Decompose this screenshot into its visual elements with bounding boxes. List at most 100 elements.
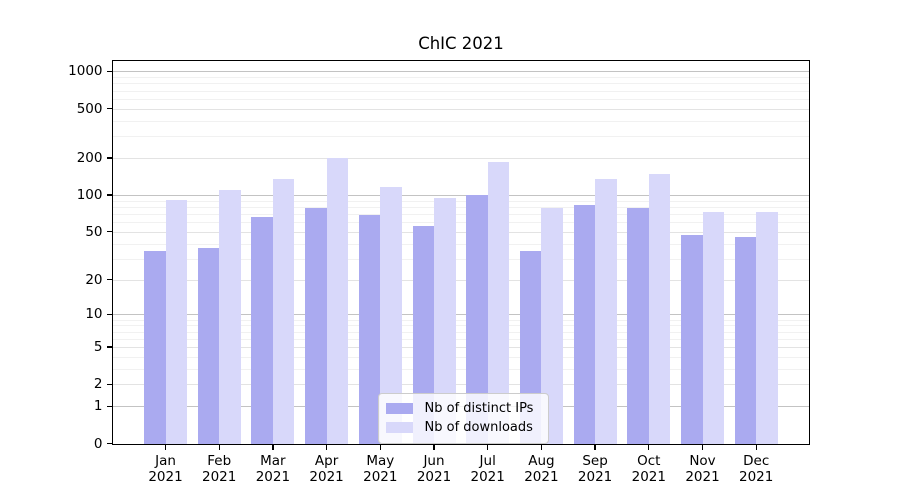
x-tick-label-line: 2021 (577, 469, 613, 485)
x-tick-label-nov: Nov 2021 (673, 453, 733, 486)
gridline-minor (112, 319, 809, 321)
bar-downloads-jun (434, 197, 456, 444)
y-tick-mark (106, 346, 112, 348)
y-tick-label: 100 (76, 186, 103, 203)
y-tick-label: 1000 (68, 63, 103, 80)
gridline-major-200 (112, 157, 809, 159)
gridline-major-2 (112, 384, 809, 386)
x-tick-label-line: 2021 (685, 469, 720, 485)
gridline-minor (112, 213, 809, 215)
bar-downloads-dec (756, 212, 778, 444)
gridline-minor (112, 368, 809, 370)
legend-swatch-icon (385, 421, 413, 433)
y-tick-mark (106, 313, 112, 316)
bar-distinct-ips-sep (573, 204, 596, 444)
bar-distinct-ips-feb (197, 247, 220, 444)
bar-downloads-sep (595, 178, 617, 444)
y-tick-mark (106, 157, 112, 159)
y-tick-mark (106, 108, 112, 110)
x-tick-label-line: 2021 (739, 469, 774, 485)
gridline-major-5 (112, 347, 809, 348)
x-tick-mark (648, 445, 650, 450)
x-tick-label-line: 2021 (363, 469, 398, 485)
legend-row: Nb of downloads (385, 418, 540, 437)
legend-row: Nb of distinct IPs (385, 399, 540, 418)
x-tick-mark (379, 445, 381, 450)
x-tick-mark (701, 445, 704, 450)
x-tick-label-line: 2021 (148, 469, 183, 485)
bar-distinct-ips-may (358, 215, 381, 444)
bar-downloads-mar (272, 178, 295, 444)
bar-distinct-ips-mar (251, 217, 273, 444)
x-tick-label-feb: Feb 2021 (189, 453, 249, 486)
bar-distinct-ips-nov (681, 235, 703, 444)
y-tick-label: 1 (93, 398, 103, 415)
gridline-minor (112, 98, 809, 100)
x-tick-label-line: Sep (582, 452, 608, 469)
gridline-minor (112, 222, 809, 224)
x-tick-mark (433, 445, 435, 450)
gridline-major-50 (112, 231, 809, 233)
legend-swatch-icon (385, 402, 413, 414)
plot-area: Nb of distinct IPs Nb of downloads 0 1 2 5 10… (68, 59, 810, 485)
x-tick-mark (218, 445, 220, 450)
bar-distinct-ips-oct (627, 207, 649, 444)
x-tick-label-line: 2021 (524, 469, 559, 485)
gridline-minor (112, 83, 809, 85)
bar-downloads-jan (165, 200, 187, 444)
chart-title: ChIC 2021 (418, 34, 504, 53)
gridline-minor (112, 120, 809, 122)
bar-downloads-oct (648, 174, 671, 444)
y-tick-mark (106, 278, 112, 281)
bar-distinct-ips-jan (144, 250, 166, 444)
gridline-minor (112, 77, 809, 79)
gridline-minor (112, 200, 809, 202)
x-tick-label-line: 2021 (202, 469, 237, 485)
x-tick-label-line: Aug (528, 452, 555, 469)
gridline-major-1000 (112, 71, 809, 73)
x-tick-label-oct: Oct 2021 (619, 453, 679, 486)
y-tick-label: 5 (93, 339, 103, 355)
gridline-minor (112, 325, 809, 327)
x-tick-mark (487, 445, 489, 450)
x-tick-mark (325, 445, 328, 450)
y-tick-label: 2 (93, 376, 103, 393)
y-tick-mark (106, 383, 112, 386)
gridline-minor (112, 136, 809, 138)
y-tick-mark (106, 442, 112, 445)
bar-distinct-ips-jul (466, 194, 488, 444)
gridline-major-20 (112, 279, 809, 281)
bar-downloads-may (380, 187, 402, 444)
y-tick-label: 50 (85, 223, 103, 240)
gridline-minor (112, 356, 809, 358)
gridline-minor (112, 243, 809, 245)
x-tick-label-may: May 2021 (350, 453, 410, 486)
bar-downloads-nov (702, 211, 724, 444)
x-tick-label-line: Nov (689, 452, 716, 469)
gridline-minor (112, 206, 809, 208)
y-tick-label: 200 (76, 149, 103, 166)
bar-distinct-ips-apr (305, 208, 327, 444)
y-tick-label: 20 (85, 271, 103, 288)
x-tick-label-line: 2021 (631, 469, 666, 485)
x-tick-label-line: 2021 (309, 469, 344, 485)
legend: Nb of distinct IPs Nb of downloads (377, 392, 549, 444)
x-tick-label-aug: Aug 2021 (511, 453, 571, 486)
x-tick-label-jul: Jul 2021 (458, 453, 518, 486)
bar-downloads-aug (541, 208, 563, 444)
x-tick-mark (755, 445, 757, 450)
x-tick-label-line: 2021 (416, 469, 452, 485)
x-tick-label-line: Jul (479, 452, 496, 469)
legend-label: Nb of distinct IPs (424, 400, 534, 416)
x-tick-label-line: 2021 (255, 469, 291, 485)
x-tick-label-line: Feb (207, 452, 232, 469)
x-tick-label-dec: Dec 2021 (726, 453, 786, 486)
x-tick-label-line: Dec (743, 452, 770, 469)
y-tick-mark (106, 70, 112, 73)
x-tick-label-line: Mar (260, 452, 286, 469)
x-tick-label-jun: Jun 2021 (404, 453, 464, 486)
x-tick-label-sep: Sep 2021 (565, 453, 625, 486)
bar-downloads-apr (326, 157, 349, 444)
bar-downloads-jul (487, 162, 510, 444)
